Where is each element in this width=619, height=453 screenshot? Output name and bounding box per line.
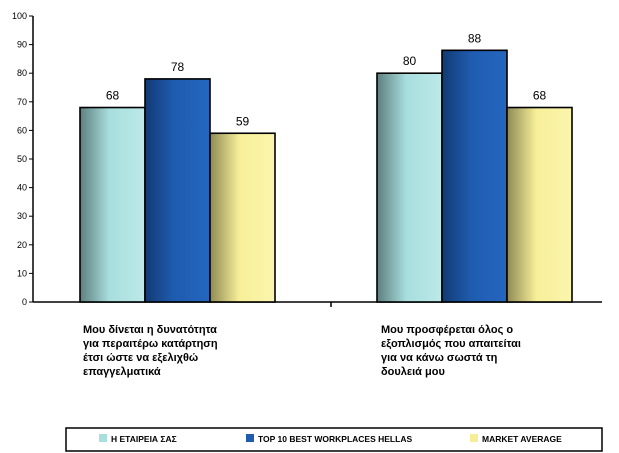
category-labels: Μου δίνεται η δυνατότητα για περαιτέρω κα… <box>83 324 521 378</box>
bars <box>79 49 573 303</box>
bar <box>506 106 573 303</box>
data-label: 68 <box>106 89 120 103</box>
y-tick-label: 0 <box>22 297 27 307</box>
y-tick-label: 10 <box>17 268 27 278</box>
data-labels: 68 80 78 88 59 68 <box>106 31 547 128</box>
legend: Η ΕΤΑΙΡΕΙΑ ΣΑΣ TOP 10 BEST WORKPLACES HE… <box>65 427 603 452</box>
category-label-line: δουλειά μου <box>381 366 445 378</box>
bar <box>209 132 276 303</box>
category-label-line: για περαιτέρω κατάρτηση <box>83 338 218 350</box>
bar <box>79 106 146 303</box>
y-tick-label: 50 <box>17 154 27 164</box>
category-label-line: εξοπλισμός που απαιτείται <box>381 338 521 350</box>
y-tick-label: 90 <box>17 40 27 50</box>
legend-label-series-3: MARKET AVERAGE <box>482 434 562 444</box>
legend-swatch-series-3 <box>470 434 478 442</box>
data-label: 88 <box>468 31 482 45</box>
bar <box>441 49 508 303</box>
legend-frame <box>65 427 603 452</box>
data-label: 68 <box>533 89 547 103</box>
legend-label-series-2: TOP 10 BEST WORKPLACES HELLAS <box>258 434 412 444</box>
y-tick-label: 60 <box>17 125 27 135</box>
bar <box>376 72 443 303</box>
category-label-line: έτσι ώστε να εξελιχθώ <box>83 352 198 364</box>
category-label-line: Μου δίνεται η δυνατότητα <box>83 324 217 336</box>
y-tick-label: 40 <box>17 183 27 193</box>
y-tick-label: 70 <box>17 97 27 107</box>
legend-swatch-series-2 <box>246 434 254 442</box>
category-label-line: για να κάνω σωστά τη <box>381 352 498 364</box>
y-tick-label: 80 <box>17 68 27 78</box>
data-label: 59 <box>236 114 250 128</box>
category-label-line: επαγγελματικά <box>83 366 161 378</box>
y-tick-label: 30 <box>17 211 27 221</box>
data-label: 80 <box>403 54 417 68</box>
bar <box>144 78 211 303</box>
y-tick-label: 100 <box>12 11 27 21</box>
category-label-line: Μου προσφέρεται όλος ο <box>381 324 513 336</box>
legend-label-series-1: Η ΕΤΑΙΡΕΙΑ ΣΑΣ <box>111 434 177 444</box>
legend-swatch-series-1 <box>99 434 107 442</box>
y-tick-label: 20 <box>17 240 27 250</box>
data-label: 78 <box>171 60 185 74</box>
